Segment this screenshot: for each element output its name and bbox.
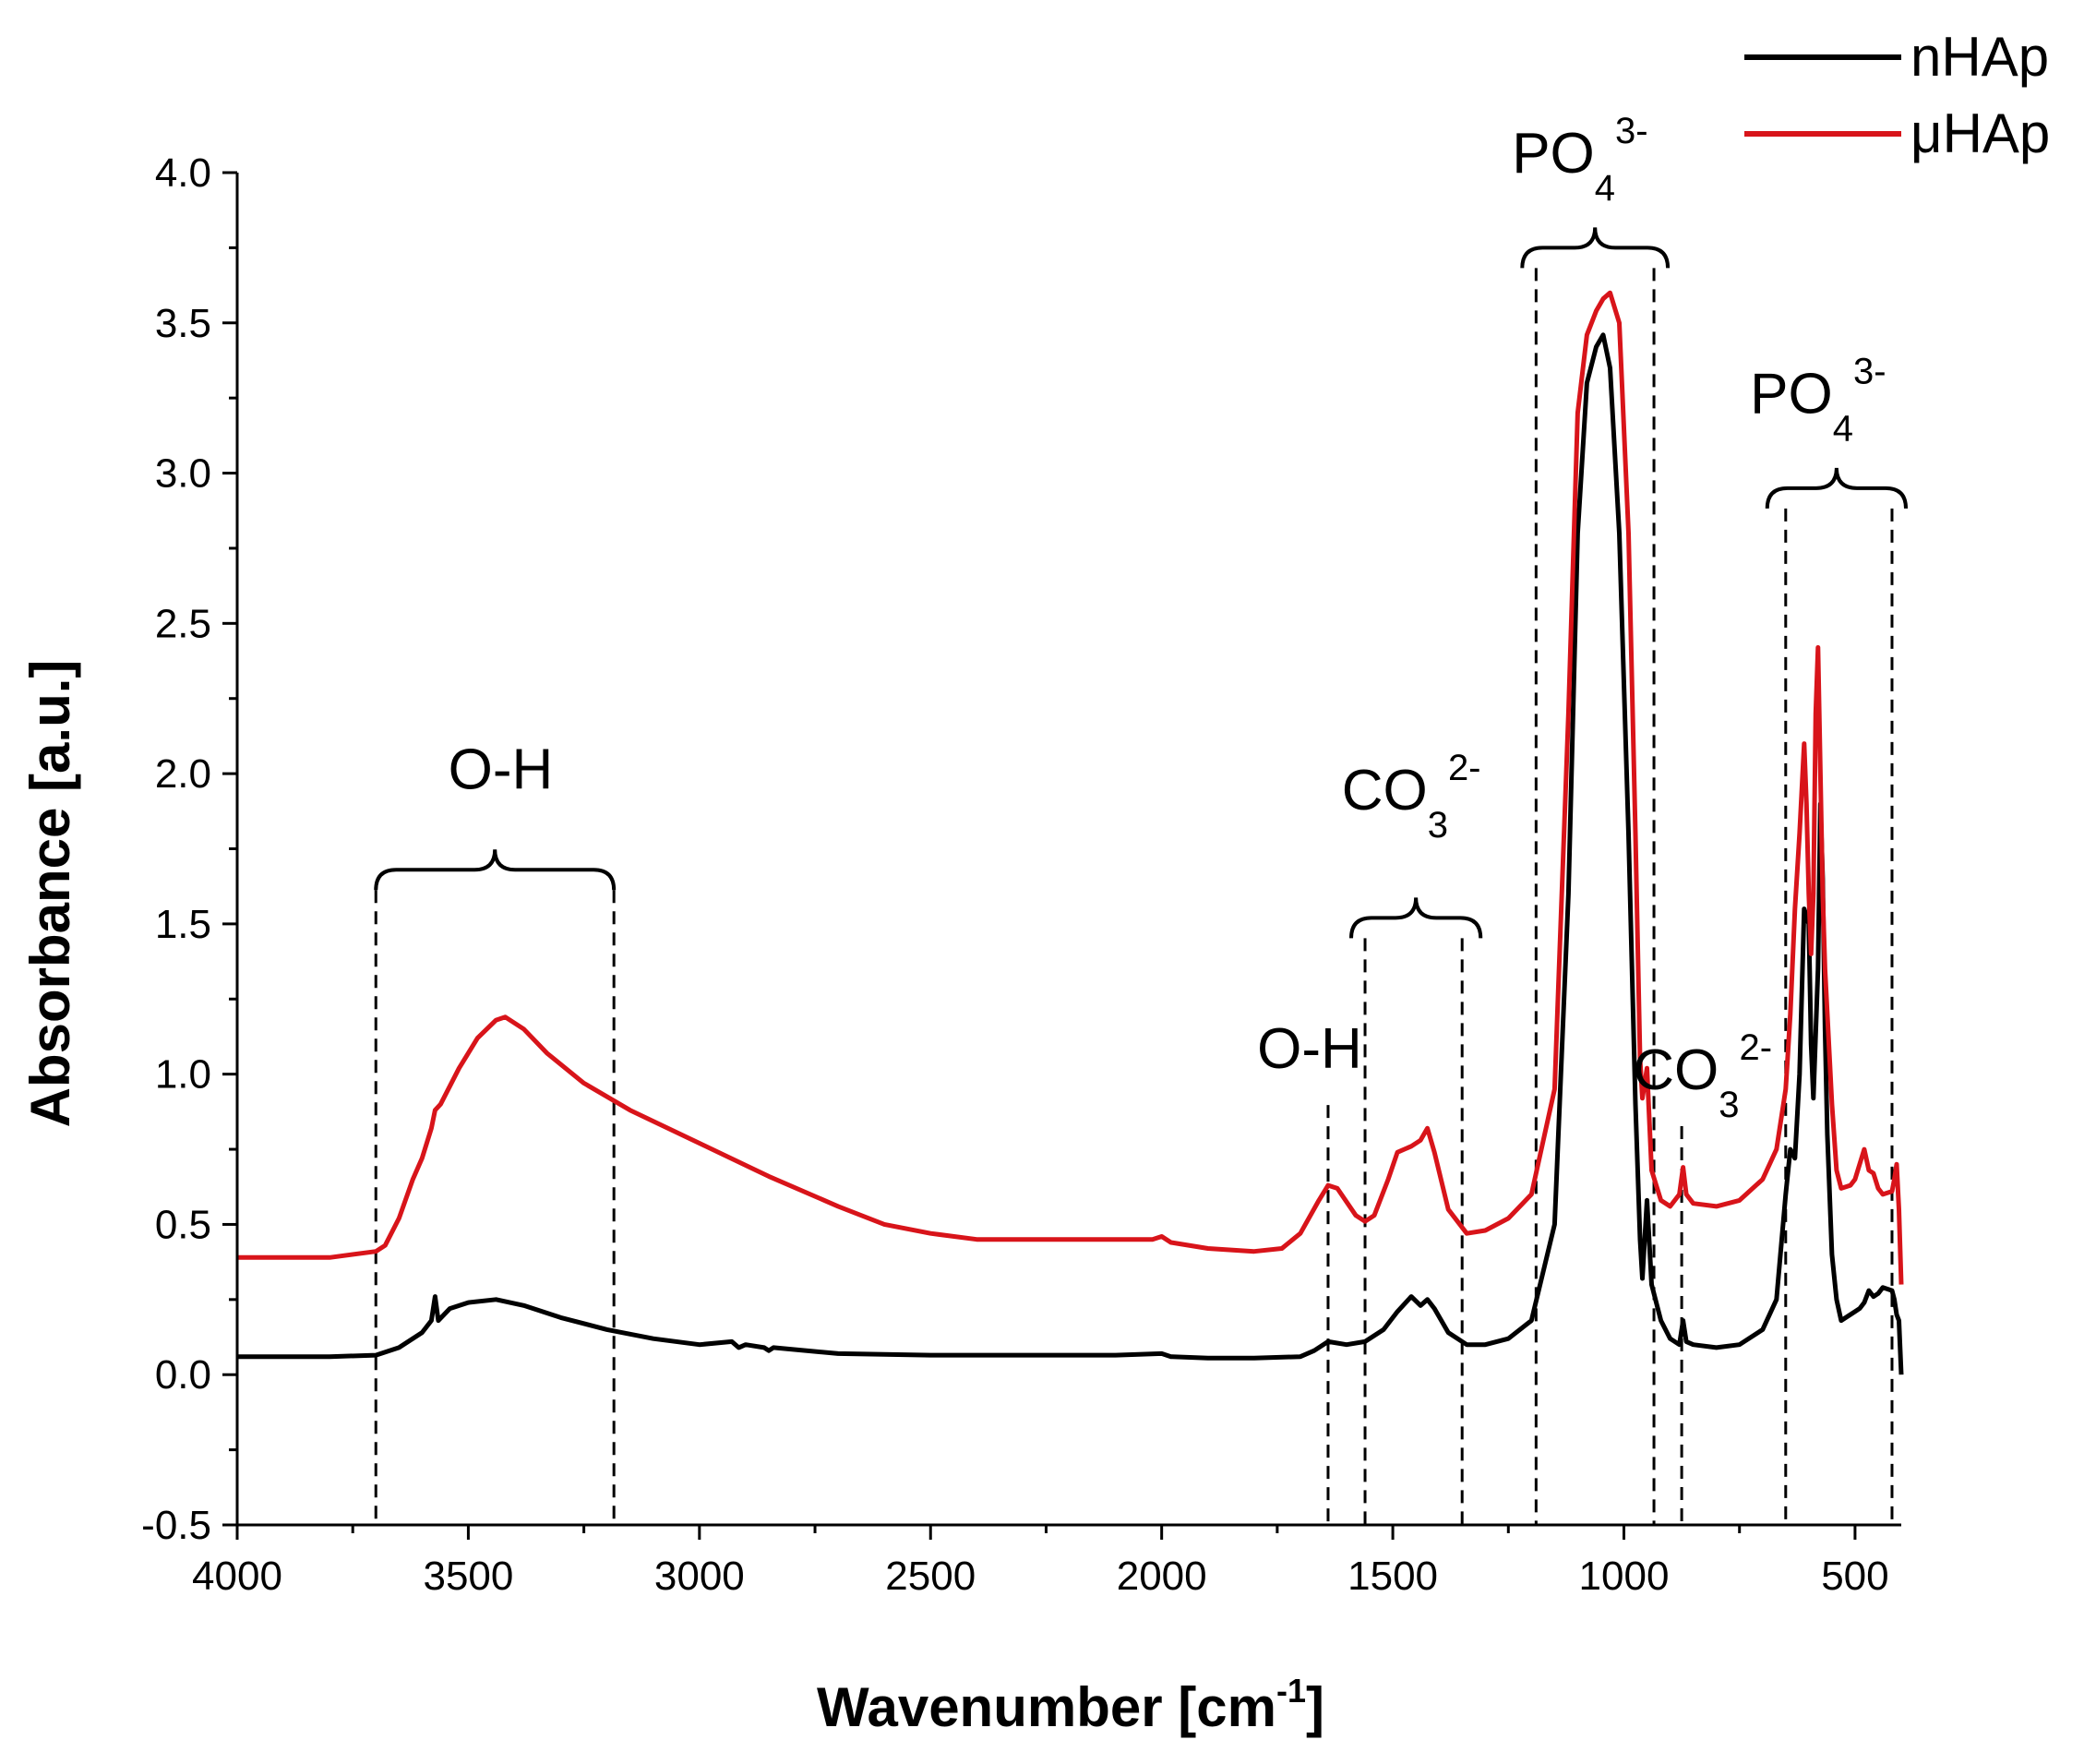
label-oh-broad: O-H (449, 738, 554, 801)
y-tick-label: 1.5 (155, 902, 211, 947)
brace-po4-1 (1520, 227, 1671, 269)
label-co3-2: CO32- (1633, 1027, 1772, 1125)
y-tick-label: 2.0 (155, 751, 211, 797)
dashed-guides (374, 268, 1894, 1525)
x-tick-label: 2000 (1117, 1554, 1207, 1599)
series-line-uhap (237, 290, 1904, 1285)
x-tick-label: 3500 (423, 1554, 513, 1599)
y-tick-label: 1.0 (155, 1052, 211, 1098)
y-tick-label: 4.0 (155, 150, 211, 196)
y-tick-label: 3.0 (155, 451, 211, 497)
brace-co3-1 (1349, 897, 1483, 939)
x-tick-label: 1000 (1579, 1554, 1670, 1599)
axes: -0.5 0.0 0.5 1.0 1.5 2.0 2.5 3.0 3.5 4.0 4000 3500 3… (141, 150, 1901, 1599)
x-axis-title-end: ] (1306, 1676, 1324, 1738)
brace-oh-broad (374, 849, 617, 891)
y-tick-label: 0.0 (155, 1352, 211, 1398)
legend: nHAp μHAp (1744, 26, 2050, 164)
y-tick-label: 3.5 (155, 301, 211, 346)
series-line-nhap (237, 332, 1904, 1375)
x-axis-title-main: Wavenumber [cm (817, 1676, 1276, 1738)
label-oh-bend: O-H (1257, 1017, 1362, 1081)
annotations: O-H O-H CO32- PO43- CO32- PO43- (374, 111, 1909, 1125)
x-tick-label: 4000 (192, 1554, 282, 1599)
legend-label-uhap: μHAp (1910, 102, 2050, 164)
y-tick-label: -0.5 (141, 1503, 211, 1548)
brace-po4-2 (1765, 467, 1909, 509)
x-axis-title: Wavenumber [cm-1] (817, 1672, 1324, 1738)
legend-label-nhap: nHAp (1910, 26, 2049, 88)
x-axis-title-sup: -1 (1276, 1672, 1306, 1710)
x-tick-label: 2500 (885, 1554, 976, 1599)
y-tick-label: 0.5 (155, 1202, 211, 1247)
y-tick-label: 2.5 (155, 601, 211, 646)
x-tick-label: 500 (1821, 1554, 1888, 1599)
series-layer (237, 290, 1904, 1375)
x-tick-label: 3000 (654, 1554, 745, 1599)
label-po4-1: PO43- (1512, 111, 1647, 209)
label-po4-2: PO43- (1750, 351, 1886, 449)
x-tick-label: 1500 (1347, 1554, 1438, 1599)
label-co3-1: CO32- (1342, 748, 1481, 846)
y-axis-title: Absorbance [a.u.] (19, 660, 81, 1128)
